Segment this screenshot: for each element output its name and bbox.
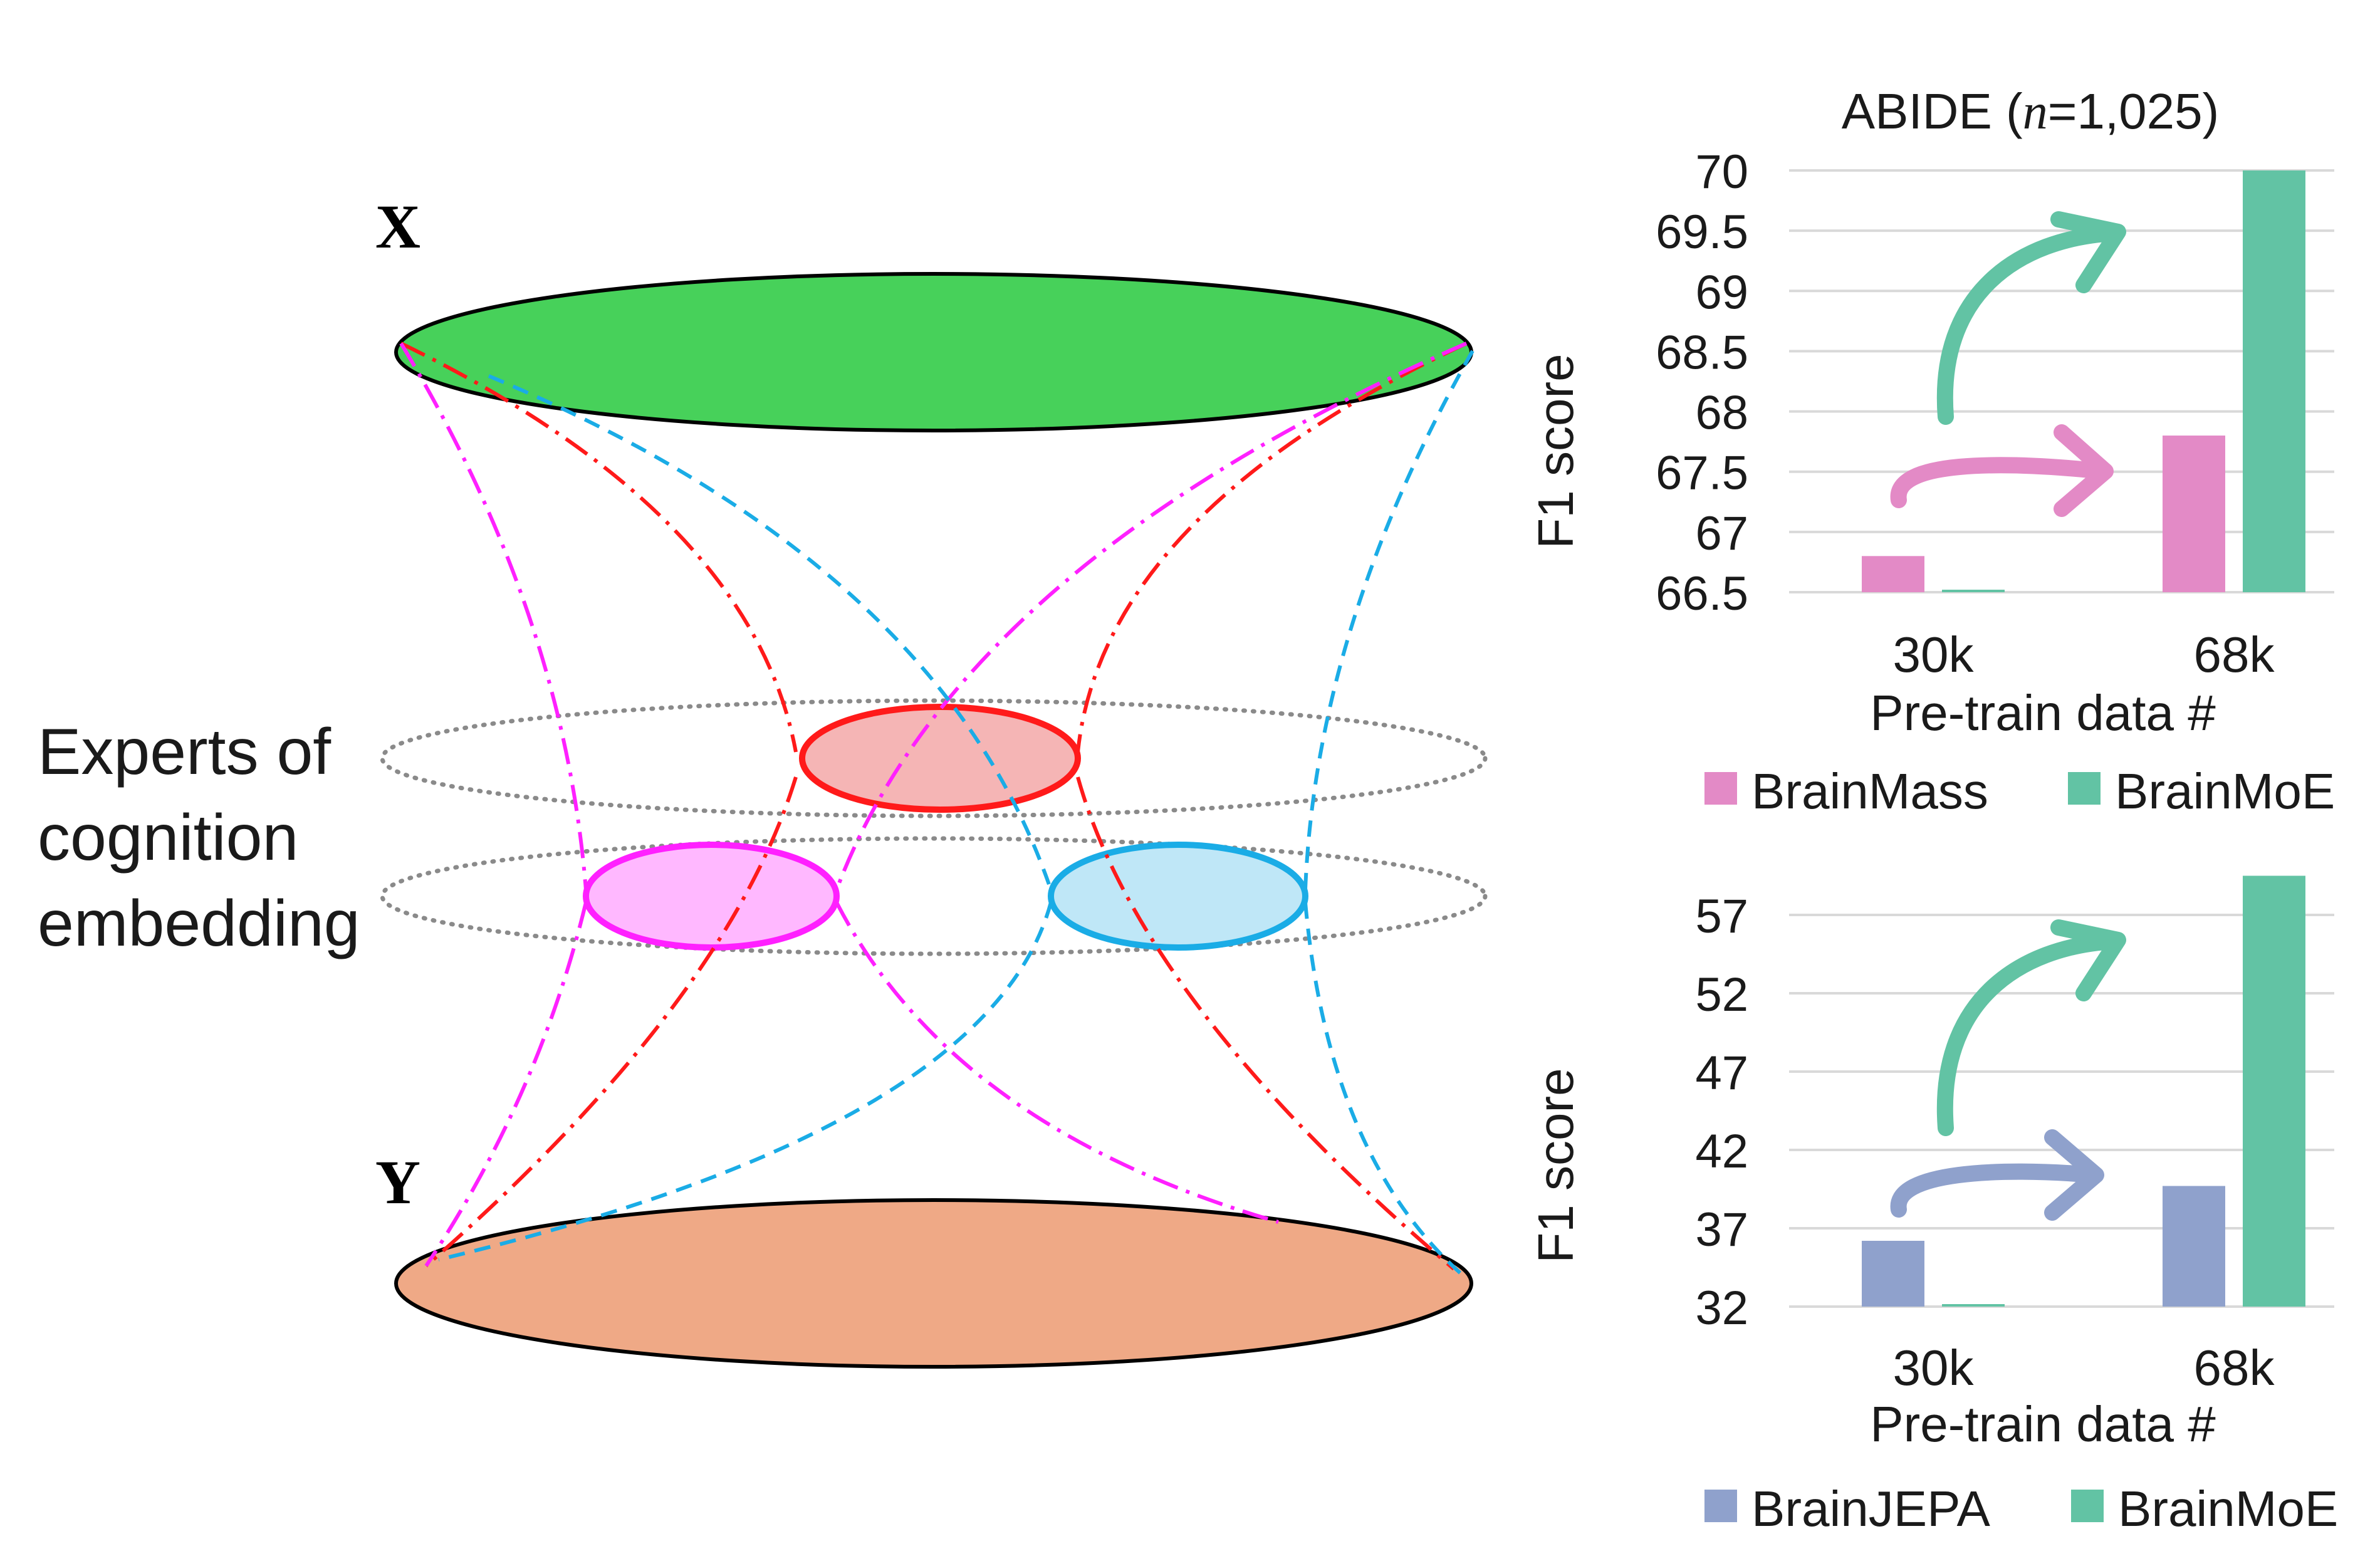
y-tick-label: 67.5 <box>1656 447 1748 500</box>
x-tick-label: 30k <box>1893 627 1975 682</box>
legend-label-brainmass: BrainMass <box>1751 763 1988 819</box>
x-label: X <box>375 192 420 261</box>
brainmoe-gain-arrow-bottom <box>1936 933 2123 1136</box>
legend-swatch-brainmass <box>1704 772 1737 805</box>
x-tick-label: 68k <box>2194 1340 2275 1396</box>
bar-brainjepa-68k <box>2163 1186 2225 1307</box>
y-tick-label: 67 <box>1695 507 1748 560</box>
y-axis-label: F1 score <box>1528 353 1584 548</box>
y-axis-label: F1 score <box>1528 1068 1584 1263</box>
y-tick-label: 32 <box>1695 1282 1748 1335</box>
chart-title-italic: n <box>2023 85 2048 140</box>
y-tick-label: 70 <box>1695 145 1748 199</box>
experts-label-line-1: Experts of <box>38 716 331 788</box>
y-label: Y <box>375 1147 420 1217</box>
bar-brainmoe-68k <box>2243 875 2305 1307</box>
y-tick-label: 52 <box>1695 968 1748 1021</box>
magenta-routes <box>399 342 1468 1267</box>
x-axis-label: Pre-train data # <box>1870 685 2216 741</box>
brainjepa-gain-arrow <box>1890 1163 2101 1218</box>
y-tick-label: 37 <box>1695 1203 1748 1256</box>
legend-label-brainmoe: BrainMoE <box>2115 763 2335 819</box>
upper-expert-ring <box>380 698 1488 818</box>
legend-swatch-brainmoe <box>2071 1490 2104 1522</box>
x-axis-label: Pre-train data # <box>1870 1396 2216 1452</box>
legend-swatch-brainjepa <box>1704 1490 1737 1522</box>
y-tick-label: 47 <box>1695 1047 1748 1100</box>
y-tick-label: 42 <box>1695 1125 1748 1178</box>
bar-brainmoe-30k <box>1942 1304 2005 1307</box>
bar-brainmass-68k <box>2163 436 2225 592</box>
brainjepa-arrowhead <box>2044 1129 2104 1221</box>
y-tick-label: 66.5 <box>1656 567 1748 620</box>
bar-brainmoe-30k <box>1942 590 2005 592</box>
experts-label-line-2: cognition <box>38 802 298 874</box>
lower-expert-ring <box>380 836 1488 956</box>
legend-label-brainjepa: BrainJEPA <box>1751 1481 1991 1537</box>
bar-brainjepa-30k <box>1862 1241 1924 1307</box>
brainmoe-arrowhead-bottom <box>2050 919 2126 1001</box>
red-routes <box>400 342 1468 1271</box>
bar-brainmoe-68k <box>2243 170 2305 592</box>
x-tick-label: 68k <box>2194 627 2275 682</box>
y-tick-label: 68.5 <box>1656 326 1748 379</box>
y-tick-label: 68 <box>1695 387 1748 440</box>
brainmass-arrowhead <box>2054 424 2114 517</box>
legend-label-brainmoe: BrainMoE <box>2118 1481 2338 1537</box>
x-tick-label: 30k <box>1893 1340 1975 1396</box>
output-y-ellipse <box>394 1198 1473 1369</box>
y-tick-label: 69 <box>1695 266 1748 319</box>
magenta-expert-ellipse <box>583 842 840 951</box>
y-tick-label: 69.5 <box>1656 206 1748 259</box>
brainmoe-arrowhead-top <box>2050 211 2126 293</box>
brainmass-gain-arrow <box>1890 457 2111 508</box>
bar-brainmass-30k <box>1862 556 1924 592</box>
brainmoe-gain-arrow-top <box>1936 225 2123 425</box>
legend-swatch-brainmoe <box>2068 772 2101 805</box>
cyan-routes <box>438 350 1474 1280</box>
y-tick-label: 57 <box>1695 890 1748 943</box>
experts-label-line-3: embedding <box>38 887 360 960</box>
chart-title: ABIDE (n=1,025) <box>1842 83 2220 140</box>
